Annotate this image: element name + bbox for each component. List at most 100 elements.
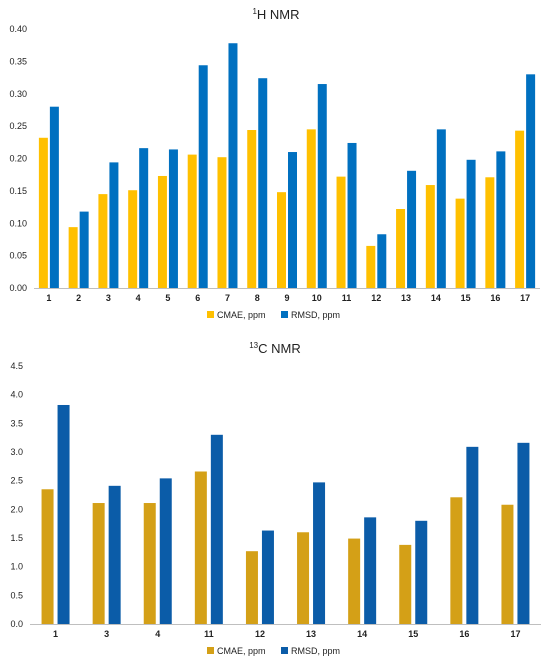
bar-cmae-15: [455, 198, 465, 288]
bar-rmsd-3: [109, 162, 119, 288]
y-tick-label: 3.5: [10, 418, 23, 428]
bar-rmsd-4: [139, 148, 149, 288]
bar-cmae-15: [399, 544, 412, 624]
bar-cmae-9: [277, 192, 286, 288]
bar-rmsd-11: [347, 142, 357, 288]
x-category-label: 14: [431, 293, 441, 303]
x-category-label: 12: [255, 629, 265, 639]
x-category-label: 4: [136, 293, 141, 303]
chart-title-superscript: 13: [249, 341, 258, 350]
chart-title-superscript: 1: [252, 7, 257, 16]
bar-rmsd-17: [517, 442, 530, 624]
x-category-label: 13: [306, 629, 316, 639]
y-tick-label: 4.5: [10, 361, 23, 371]
bar-cmae-2: [68, 227, 78, 288]
bar-cmae-6: [187, 154, 197, 288]
legend-label-rmsd: RMSD, ppm: [291, 646, 340, 656]
bar-cmae-13: [297, 532, 310, 624]
x-category-label: 10: [312, 293, 322, 303]
x-category-label: 12: [371, 293, 381, 303]
x-category-label: 17: [510, 629, 520, 639]
chart-title: 13C NMR: [249, 341, 301, 356]
bar-rmsd-12: [377, 234, 387, 288]
x-category-label: 15: [408, 629, 418, 639]
y-tick-label: 0.30: [9, 89, 27, 99]
x-category-label: 7: [225, 293, 230, 303]
y-tick-label: 2.5: [10, 476, 23, 486]
x-category-label: 15: [461, 293, 471, 303]
bar-cmae-14: [425, 185, 435, 288]
x-category-label: 17: [520, 293, 530, 303]
bar-rmsd-16: [496, 151, 506, 288]
bar-rmsd-7: [228, 43, 238, 289]
bar-cmae-10: [306, 129, 316, 288]
bar-rmsd-13: [313, 482, 326, 624]
bar-rmsd-3: [108, 485, 121, 624]
x-category-label: 4: [155, 629, 160, 639]
bar-rmsd-14: [364, 517, 377, 624]
bar-cmae-1: [38, 137, 48, 288]
bar-rmsd-10: [317, 84, 327, 288]
bar-rmsd-2: [79, 211, 89, 288]
chart-13c-nmr: 13C NMR 0.00.51.01.52.02.53.03.54.04.51 3…: [10, 341, 541, 656]
x-category-label: 1: [53, 629, 58, 639]
bar-rmsd-17: [526, 74, 536, 288]
bar-rmsd-15: [415, 520, 428, 624]
bar-rmsd-9: [288, 152, 297, 288]
y-tick-label: 0.5: [10, 590, 23, 600]
legend-swatch-rmsd: [281, 311, 288, 318]
legend-swatch-rmsd: [281, 647, 288, 654]
y-tick-label: 0.10: [9, 218, 27, 228]
bar-cmae-16: [485, 177, 495, 288]
y-tick-label: 3.0: [10, 447, 23, 457]
x-category-label: 1: [46, 293, 51, 303]
bar-cmae-4: [143, 503, 156, 624]
bar-rmsd-1: [57, 404, 70, 624]
bar-rmsd-5: [168, 149, 178, 288]
x-category-label: 3: [104, 629, 109, 639]
bar-cmae-13: [396, 209, 406, 288]
legend-label-cmae: CMAE, ppm: [217, 310, 266, 320]
y-tick-label: 0.35: [9, 56, 27, 66]
bar-rmsd-13: [407, 170, 417, 288]
bar-cmae-3: [98, 194, 108, 288]
legend-label-rmsd: RMSD, ppm: [291, 310, 340, 320]
chart-title-text: C NMR: [258, 341, 301, 356]
legend-label-cmae: CMAE, ppm: [217, 646, 266, 656]
bar-rmsd-8: [258, 78, 268, 289]
x-category-label: 14: [357, 629, 367, 639]
y-tick-label: 0.25: [9, 121, 27, 131]
x-category-label: 16: [490, 293, 500, 303]
y-tick-label: 1.0: [10, 562, 23, 572]
x-category-label: 3: [106, 293, 111, 303]
bar-cmae-8: [247, 130, 257, 288]
bar-cmae-7: [217, 157, 227, 288]
bar-rmsd-15: [466, 159, 476, 288]
y-tick-label: 4.0: [10, 390, 23, 400]
x-category-label: 5: [165, 293, 170, 303]
bar-cmae-11: [194, 471, 207, 624]
x-category-label: 9: [284, 293, 289, 303]
bar-cmae-12: [366, 245, 376, 288]
x-category-label: 11: [204, 629, 214, 639]
x-category-label: 11: [342, 293, 352, 303]
legend-swatch-cmae: [207, 647, 214, 654]
bar-rmsd-16: [466, 446, 479, 624]
x-category-label: 13: [401, 293, 411, 303]
bar-cmae-3: [92, 503, 105, 624]
y-tick-label: 0.40: [9, 24, 27, 34]
y-tick-label: 0.0: [10, 619, 23, 629]
bar-rmsd-1: [49, 106, 59, 288]
y-tick-label: 0.20: [9, 154, 27, 164]
x-category-label: 2: [76, 293, 81, 303]
bar-rmsd-14: [436, 129, 446, 288]
bar-cmae-16: [450, 497, 463, 624]
y-tick-label: 0.00: [9, 283, 27, 293]
bar-cmae-17: [515, 130, 525, 288]
bar-cmae-11: [336, 176, 346, 288]
bar-cmae-1: [41, 489, 54, 624]
x-category-label: 16: [459, 629, 469, 639]
bar-rmsd-4: [159, 478, 172, 624]
bar-cmae-12: [245, 551, 258, 624]
